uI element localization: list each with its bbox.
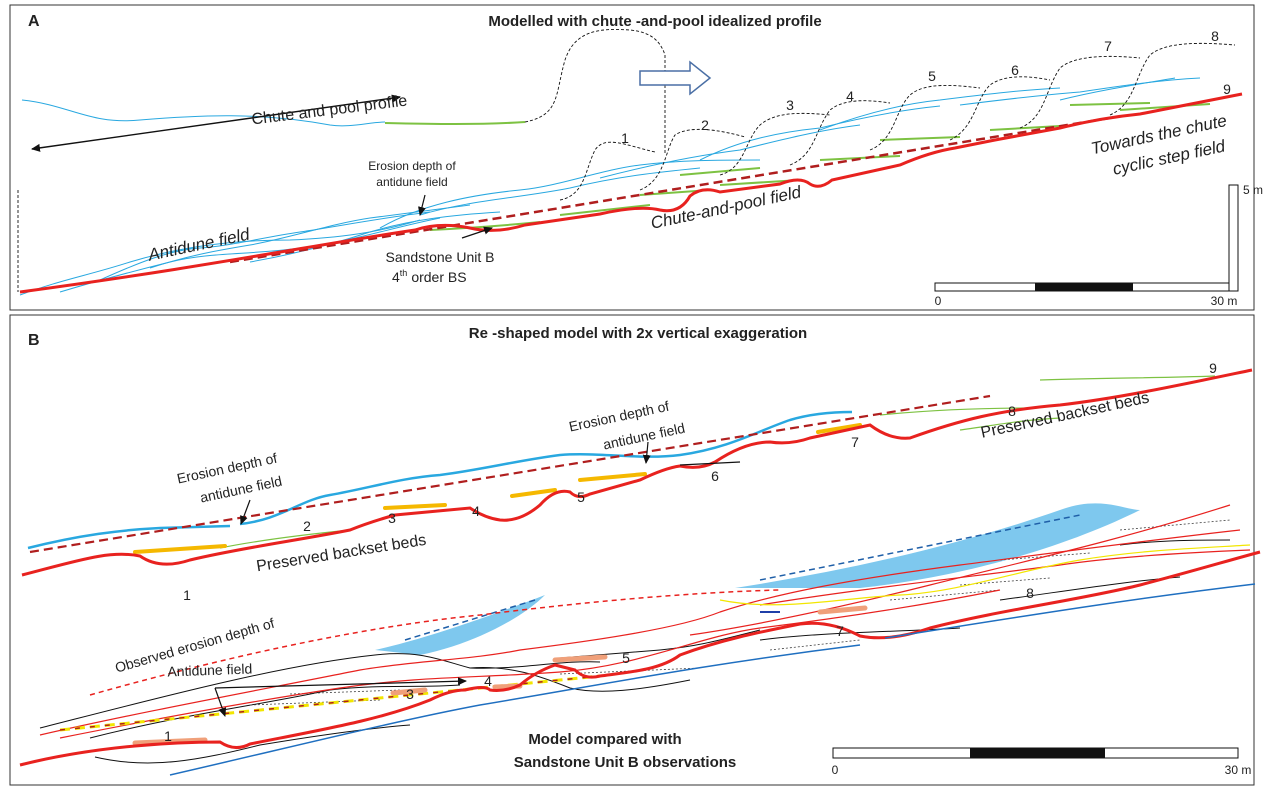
preserved-label: Preserved backset beds [979, 389, 1150, 441]
step-number: 1 [183, 587, 191, 603]
model-blue [28, 412, 852, 548]
green-lines-part [880, 137, 960, 140]
chute-pool-profiles-part [790, 101, 890, 165]
observed-number: 4 [484, 673, 492, 689]
erosion-line [230, 118, 1110, 262]
step-number: 3 [388, 510, 396, 526]
step-number: 6 [711, 468, 719, 484]
model-orange-part [580, 474, 645, 480]
step-number: 3 [786, 97, 794, 113]
step-number: 6 [1011, 62, 1019, 78]
model-orange-part [512, 490, 555, 496]
panel-title: Modelled with chute -and-pool idealized … [488, 13, 821, 30]
scale-label: 30 m [1225, 763, 1252, 777]
step-number: 4 [472, 503, 480, 519]
scale-bar-part [1229, 185, 1238, 291]
scale-bar [833, 748, 1238, 758]
scale-label: 30 m [1211, 294, 1238, 308]
step-number: 5 [928, 68, 936, 84]
observed-pointer [215, 681, 466, 688]
panel-a [10, 5, 1254, 310]
step-number: 1 [621, 130, 629, 146]
scale-label: 0 [832, 763, 839, 777]
observed-label: Antidune field [167, 661, 252, 680]
observed-lenses-part [735, 503, 1140, 588]
blue-lines-part [820, 88, 1060, 130]
step-number: 2 [303, 518, 311, 534]
scale-bar [935, 185, 1238, 291]
erosion-label: Erosion depth of [368, 159, 456, 173]
model-blue-part [28, 412, 852, 548]
blue-lines-part [1060, 78, 1175, 100]
step-number: 2 [701, 117, 709, 133]
observed-number: 7 [836, 623, 844, 639]
observed-salmon-part [820, 608, 865, 612]
step-number: 7 [1104, 38, 1112, 54]
step-number: 7 [851, 434, 859, 450]
model-green-part [1040, 376, 1215, 380]
model-erosion-line [30, 396, 990, 552]
profile-label: Chute and pool profile [251, 93, 409, 129]
step-number: 8 [1008, 403, 1016, 419]
erosion-label: antidune field [376, 175, 447, 189]
observed-number: 3 [406, 686, 414, 702]
green-lines-part [385, 122, 525, 124]
blue-lines-part [960, 78, 1200, 105]
figure: A Modelled with chute -and-pool idealized… [0, 0, 1264, 789]
observed-bedrock [170, 584, 1255, 775]
panel-a-part [10, 5, 1254, 310]
step-number: 5 [577, 489, 585, 505]
flow-arrow [640, 62, 710, 94]
pointer [241, 500, 250, 524]
green-lines-part [1070, 103, 1150, 105]
step-number: 4 [846, 88, 854, 104]
panel-title: Re -shaped model with 2x vertical exagge… [469, 325, 807, 342]
scale-bar-part [1035, 283, 1133, 291]
unit-rest: order BS [411, 269, 466, 285]
panel-letter: B [28, 332, 40, 349]
pointer [420, 195, 425, 215]
observed-pointer [215, 688, 225, 716]
scale-label: 0 [935, 294, 942, 308]
base-surface [20, 94, 1242, 292]
step-number: 8 [1211, 28, 1219, 44]
observed-number: 1 [164, 728, 172, 744]
observed-black [40, 540, 1230, 763]
panel-b [10, 315, 1260, 785]
scale-label: 5 m [1243, 183, 1263, 197]
blue-lines-part [420, 168, 700, 215]
scale-bar-part [970, 748, 1105, 758]
unit-suffix: th [400, 268, 408, 278]
observed-black-part [760, 628, 960, 640]
chute-pool-profiles-part [525, 29, 665, 155]
comparison-label: Model compared with [528, 731, 681, 748]
step-number: 9 [1209, 360, 1217, 376]
panel-letter: A [28, 13, 40, 30]
observed-salmon-part [555, 657, 605, 660]
blue-lines-part [700, 106, 940, 160]
observed-number: 8 [1026, 585, 1034, 601]
unit-label: Sandstone Unit B [386, 249, 495, 265]
model-orange-part [385, 505, 445, 508]
step-number: 9 [1223, 81, 1231, 97]
observed-gray-dashed-part [770, 640, 860, 650]
comparison-label: Sandstone Unit B observations [514, 754, 737, 771]
observed-number: 5 [622, 650, 630, 666]
model-orange-part [135, 546, 225, 552]
blue-lines [20, 78, 1200, 295]
